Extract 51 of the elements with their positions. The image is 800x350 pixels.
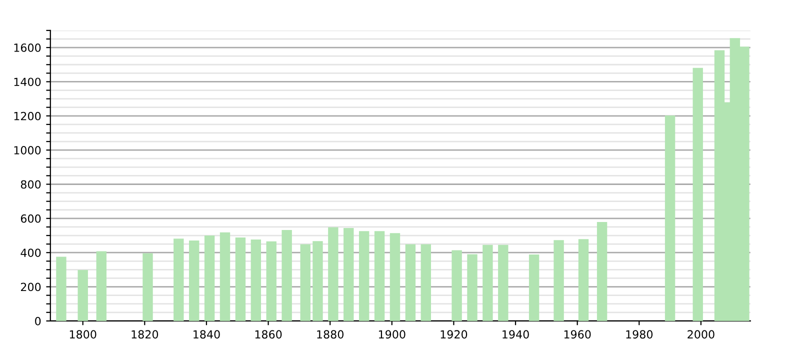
bar	[390, 233, 400, 321]
bar	[467, 254, 478, 321]
y-tick-label: 600	[20, 214, 41, 223]
y-tick-label: 1600	[14, 44, 41, 52]
x-tick-label: 1800	[70, 330, 96, 339]
x-tick-label: 1920	[440, 330, 468, 339]
x-tick-label: 2000	[688, 330, 714, 339]
x-tick-label: 1940	[502, 330, 529, 339]
bar	[96, 251, 106, 321]
x-tick-label: 1980	[626, 330, 653, 339]
x-tick-label: 1820	[132, 330, 158, 339]
bar	[452, 250, 462, 321]
bar	[312, 241, 323, 321]
bar	[328, 227, 338, 321]
bar	[78, 270, 88, 321]
bar	[664, 116, 676, 321]
bar	[266, 241, 276, 321]
bar	[578, 239, 589, 321]
bar	[142, 253, 153, 321]
y-tick-label: 800	[20, 180, 41, 189]
bar	[235, 238, 246, 321]
bar	[204, 236, 215, 321]
x-tick-label: 1840	[194, 330, 220, 339]
y-tick-label: 200	[20, 282, 41, 292]
bar	[189, 240, 200, 321]
bar	[282, 230, 292, 321]
bar	[420, 244, 431, 321]
y-tick-label: 1200	[14, 112, 41, 120]
bar	[250, 239, 262, 321]
bar	[528, 254, 540, 321]
y-tick-label: 400	[20, 248, 41, 257]
bar	[56, 256, 66, 321]
bar	[596, 222, 608, 321]
bar	[344, 228, 354, 321]
y-tick-label: 1400	[14, 78, 41, 86]
x-tick-label: 1860	[255, 330, 282, 339]
bar	[220, 232, 230, 321]
x-tick-label: 1900	[378, 330, 406, 339]
bar	[692, 68, 703, 321]
x-tick-label: 1960	[564, 330, 591, 339]
y-tick-label: 0	[35, 316, 41, 326]
y-tick-label: 1000	[14, 146, 41, 154]
bar	[405, 244, 416, 321]
bar	[554, 240, 564, 321]
bar	[482, 244, 493, 321]
bar	[358, 231, 370, 321]
bar	[498, 244, 508, 321]
x-tick-label: 1880	[317, 330, 344, 339]
bar	[374, 231, 385, 321]
bar	[300, 244, 310, 321]
bar	[174, 238, 184, 321]
